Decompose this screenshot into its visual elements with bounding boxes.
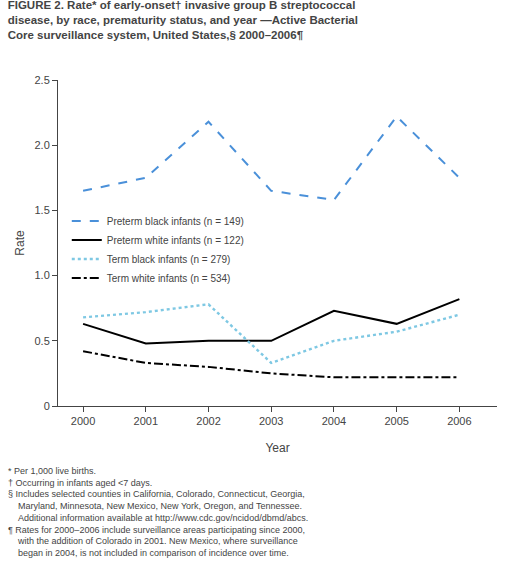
svg-text:2001: 2001 [134, 415, 158, 427]
svg-text:0: 0 [44, 400, 50, 412]
svg-text:2.5: 2.5 [35, 74, 50, 86]
svg-text:2.0: 2.0 [35, 139, 50, 151]
svg-text:0.5: 0.5 [35, 335, 50, 347]
svg-text:2005: 2005 [384, 415, 408, 427]
svg-text:2003: 2003 [259, 415, 283, 427]
svg-text:1.5: 1.5 [35, 204, 50, 216]
svg-text:Term black infants (n = 279): Term black infants (n = 279) [107, 254, 231, 265]
svg-text:Preterm black infants (n = 149: Preterm black infants (n = 149) [107, 216, 244, 227]
svg-text:Rate: Rate [13, 230, 27, 256]
svg-text:Year: Year [265, 441, 289, 455]
svg-text:FIGURE 2. Rate* of early-onset: FIGURE 2. Rate* of early-onset† invasive… [8, 0, 358, 41]
svg-text:1.0: 1.0 [35, 269, 50, 281]
svg-text:2004: 2004 [322, 415, 346, 427]
svg-text:2000: 2000 [71, 415, 95, 427]
svg-text:2002: 2002 [196, 415, 220, 427]
svg-text:2006: 2006 [447, 415, 471, 427]
svg-text:Term white infants (n = 534): Term white infants (n = 534) [107, 273, 231, 284]
svg-text:Preterm white infants (n = 122: Preterm white infants (n = 122) [107, 235, 244, 246]
svg-text:* Per 1,000 live births.† Occu: * Per 1,000 live births.† Occurring in i… [8, 466, 308, 558]
